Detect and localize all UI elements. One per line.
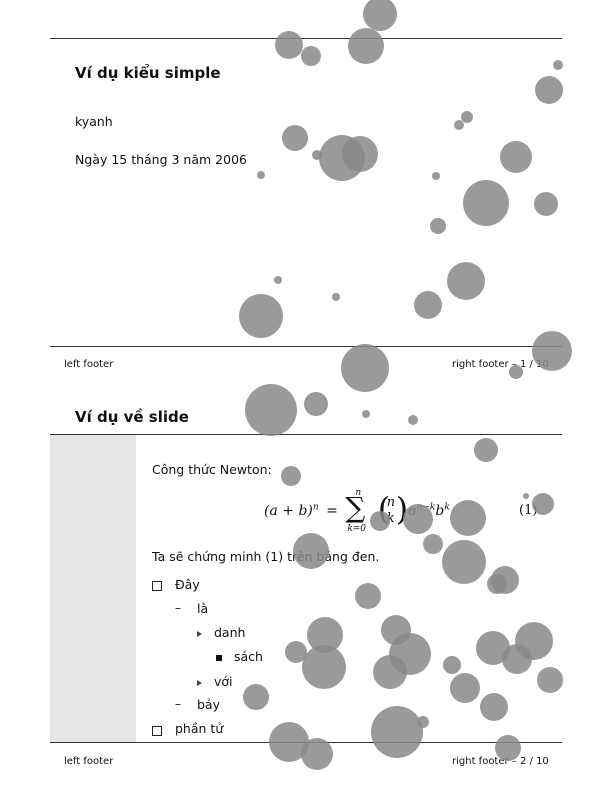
slide2-title: Ví dụ về slide	[75, 408, 189, 426]
slide2-title-rule	[50, 434, 562, 435]
bubble-shape	[535, 76, 563, 104]
summation: n ∑ k=0	[345, 488, 373, 534]
bubble-shape	[461, 111, 473, 123]
bubble-shape	[442, 540, 486, 584]
bubble-shape	[450, 673, 480, 703]
bubble-shape	[474, 438, 498, 462]
list-marker-triangle	[197, 680, 202, 686]
bubble-shape	[553, 60, 563, 70]
bubble-shape	[302, 645, 346, 689]
bubble-shape	[243, 684, 269, 710]
bubble-shape	[373, 655, 407, 689]
list-item: danh	[214, 625, 246, 640]
list-item: là	[197, 601, 209, 616]
bubble-shape	[408, 415, 418, 425]
sum-lower: k=0	[347, 524, 367, 534]
bubble-shape	[355, 583, 381, 609]
bubble-shape	[417, 716, 429, 728]
list-item: sách	[234, 649, 263, 664]
formula-lhs: (a + b)	[264, 503, 313, 519]
bubble-shape	[403, 504, 433, 534]
bubble-shape	[423, 534, 443, 554]
slide2-footer-right: right footer – 2 / 10	[452, 756, 549, 767]
bubble-shape	[480, 693, 508, 721]
bubble-shape	[487, 574, 507, 594]
bubble-shape	[447, 262, 485, 300]
slide1-author: kyanh	[75, 114, 113, 129]
bubble-shape	[500, 141, 532, 173]
formula-intro: Công thức Newton:	[152, 462, 272, 477]
slide1-date: Ngày 15 tháng 3 năm 2006	[75, 152, 247, 167]
list-marker-box	[152, 581, 162, 591]
bubble-shape	[257, 171, 265, 179]
bubble-shape	[362, 410, 370, 418]
bubble-shape	[450, 500, 486, 536]
bubble-shape	[443, 656, 461, 674]
slide1-top-rule	[50, 38, 562, 39]
slide1-footer-left: left footer	[64, 359, 114, 370]
bubble-shape	[532, 331, 572, 371]
bubble-shape	[312, 150, 322, 160]
slide2-sidebar	[50, 435, 136, 742]
bubble-shape	[239, 294, 283, 338]
bubble-shape	[532, 493, 554, 515]
bubble-shape	[245, 384, 297, 436]
bubble-shape	[332, 293, 340, 301]
formula-b: b	[435, 503, 445, 519]
bubble-shape	[285, 641, 307, 663]
bubble-shape	[537, 667, 563, 693]
formula-equals: =	[326, 503, 338, 519]
bubble-shape	[304, 392, 328, 416]
bubble-shape	[282, 125, 308, 151]
bubble-shape	[341, 344, 389, 392]
bubble-shape	[534, 192, 558, 216]
slide1-title: Ví dụ kiểu simple	[75, 64, 221, 82]
proof-text: Ta sẽ chứng minh (1) trên bảng đen.	[152, 549, 380, 564]
list-marker-dash: –	[175, 601, 181, 615]
bubble-shape	[509, 365, 523, 379]
list-marker-dash: –	[175, 697, 181, 711]
bubble-shape	[432, 172, 440, 180]
sum-symbol: ∑	[345, 491, 366, 524]
bubble-shape	[414, 291, 442, 319]
formula-b-exp: k	[444, 502, 450, 513]
binom-bottom: k	[386, 511, 395, 526]
slide1-footer-right: right footer – 1 / 10	[452, 359, 549, 370]
list-marker-box	[152, 726, 162, 736]
formula-lhs-exp: n	[312, 502, 319, 513]
bubble-shape	[293, 533, 329, 569]
list-item: với	[214, 674, 233, 689]
bubble-shape	[301, 738, 333, 770]
bubble-shape	[430, 218, 446, 234]
bubble-shape	[363, 0, 397, 31]
list-item: bảy	[197, 697, 220, 712]
bubble-shape	[348, 28, 384, 64]
bubble-shape	[515, 622, 553, 660]
slide2-footer-left: left footer	[64, 756, 114, 767]
binom-top: n	[386, 495, 396, 510]
bubble-shape	[463, 180, 509, 226]
bubble-shape	[301, 46, 321, 66]
bubble-shape	[454, 120, 464, 130]
bubble-shape	[523, 493, 529, 499]
bubble-shape	[342, 136, 378, 172]
bubble-shape	[275, 31, 303, 59]
bubble-shape	[370, 511, 390, 531]
list-item: Đây	[175, 577, 200, 592]
bubble-shape	[274, 276, 282, 284]
bubble-shape	[495, 735, 521, 761]
list-marker-triangle	[197, 631, 202, 637]
list-item: phần tử	[175, 721, 224, 736]
slide1-bottom-rule	[50, 346, 562, 347]
bubble-shape	[281, 466, 301, 486]
bubble-shape	[371, 706, 423, 758]
list-marker-square	[216, 655, 222, 661]
sum-upper: n	[355, 488, 362, 498]
